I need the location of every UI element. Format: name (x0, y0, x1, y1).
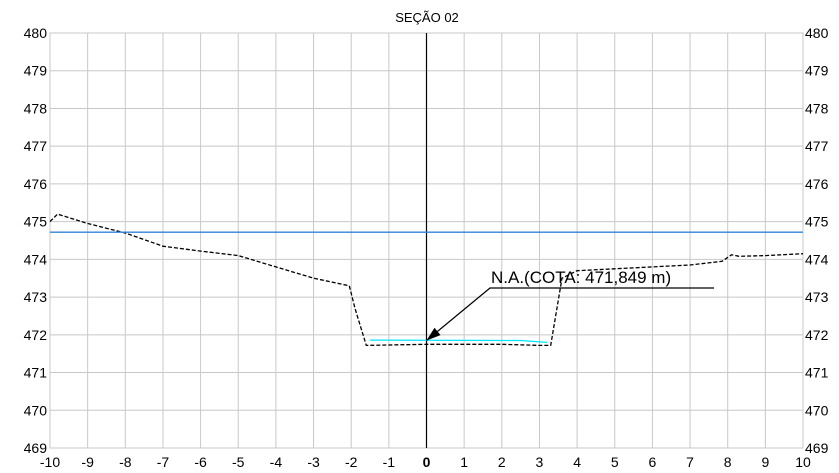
x-tick-label: -3 (307, 454, 320, 470)
y-tick-label-right: 470 (805, 402, 829, 418)
grid (49, 32, 804, 449)
x-tick-label: -1 (383, 454, 396, 470)
x-tick-label: -6 (194, 454, 207, 470)
annotation-label: N.A.(COTA: 471,849 m) (491, 268, 671, 287)
y-tick-label-right: 479 (805, 63, 829, 79)
x-tick-label: 2 (498, 454, 506, 470)
annotation-arrowhead (426, 327, 441, 341)
y-tick-label-right: 471 (805, 365, 829, 381)
x-tick-label: 5 (611, 454, 619, 470)
y-tick-label-right: 477 (805, 138, 829, 154)
y-tick-label-left: 473 (24, 289, 48, 305)
chart-title: SEÇÃO 02 (395, 10, 459, 25)
y-tick-label-right: 476 (805, 176, 829, 192)
x-tick-label: -10 (40, 454, 60, 470)
y-tick-label-right: 475 (805, 214, 829, 230)
y-tick-label-right: 474 (805, 251, 829, 267)
x-tick-label: 3 (536, 454, 544, 470)
y-tick-label-right: 472 (805, 327, 829, 343)
x-tick-label: 10 (795, 454, 811, 470)
series-line-0 (49, 213, 804, 347)
x-tick-label: -7 (157, 454, 170, 470)
y-tick-label-left: 474 (24, 251, 48, 267)
y-tick-label-right: 473 (805, 289, 829, 305)
y-tick-label-left: 471 (24, 365, 48, 381)
x-tick-label: -2 (345, 454, 358, 470)
x-tick-label: 8 (724, 454, 732, 470)
y-tick-label-left: 477 (24, 138, 48, 154)
series-line-2 (369, 339, 548, 344)
x-tick-label: 4 (573, 454, 581, 470)
series-group (49, 213, 804, 347)
annotation-leader (426, 287, 714, 341)
x-tick-label: 7 (686, 454, 694, 470)
x-tick-label: 0 (423, 454, 431, 470)
annotation-group: N.A.(COTA: 471,849 m) (426, 268, 714, 341)
y-tick-label-right: 478 (805, 100, 829, 116)
y-tick-label-left: 480 (24, 25, 48, 41)
y-tick-label-right: 469 (805, 440, 829, 456)
y-tick-label-left: 479 (24, 63, 48, 79)
x-tick-label: -4 (270, 454, 283, 470)
y-tick-label-left: 472 (24, 327, 48, 343)
y-tick-label-left: 469 (24, 440, 48, 456)
x-tick-label: -9 (81, 454, 94, 470)
x-tick-label: 9 (761, 454, 769, 470)
y-tick-label-left: 476 (24, 176, 48, 192)
x-tick-label: 6 (649, 454, 657, 470)
y-tick-label-left: 470 (24, 402, 48, 418)
y-tick-label-left: 478 (24, 100, 48, 116)
x-tick-label: -5 (232, 454, 245, 470)
y-tick-label-left: 475 (24, 214, 48, 230)
x-tick-label: 1 (460, 454, 468, 470)
y-tick-label-right: 480 (805, 25, 829, 41)
x-tick-label: -8 (119, 454, 132, 470)
